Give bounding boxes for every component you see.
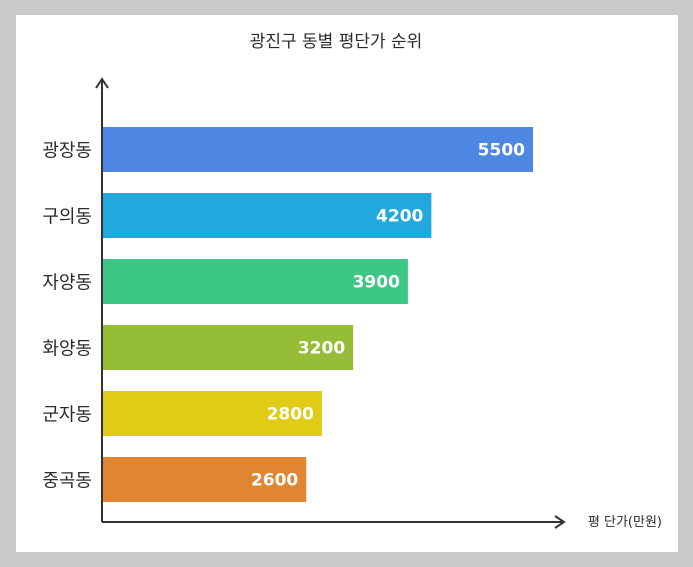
bar-2 [103, 193, 432, 238]
category-label: 중곡동 [42, 471, 92, 492]
category-label: 군자동 [42, 405, 92, 426]
bar-1 [103, 127, 533, 172]
chart-frame: 광진구 동별 평단가 순위 5500 광장동 4200 구의동 3900 자양동 3200 화… [16, 15, 678, 552]
category-label: 자양동 [42, 273, 92, 294]
bar-5 [103, 391, 322, 436]
y-axis-arrow [95, 77, 109, 89]
bar-4 [103, 325, 354, 370]
bar-6 [103, 457, 307, 502]
bar-value-label: 2800 [267, 405, 314, 425]
category-label: 화양동 [42, 339, 92, 360]
x-axis-arrow [554, 515, 566, 529]
bars-group: 5500 광장동 4200 구의동 3900 자양동 3200 화양동 2800 군자동 2600 중… [42, 127, 533, 502]
bar-value-label: 3200 [298, 339, 345, 359]
bar-value-label: 3900 [353, 273, 400, 293]
bar-value-label: 4200 [376, 207, 423, 227]
category-label: 광장동 [42, 141, 92, 162]
bar-value-label: 2600 [251, 471, 298, 491]
bar-3 [103, 259, 408, 304]
bar-value-label: 5500 [478, 141, 525, 161]
chart-title: 광진구 동별 평단가 순위 [250, 32, 423, 52]
bar-chart: 광진구 동별 평단가 순위 5500 광장동 4200 구의동 3900 자양동 3200 화… [42, 32, 662, 530]
x-axis-label: 평 단가(만원) [588, 515, 662, 530]
category-label: 구의동 [42, 207, 92, 228]
